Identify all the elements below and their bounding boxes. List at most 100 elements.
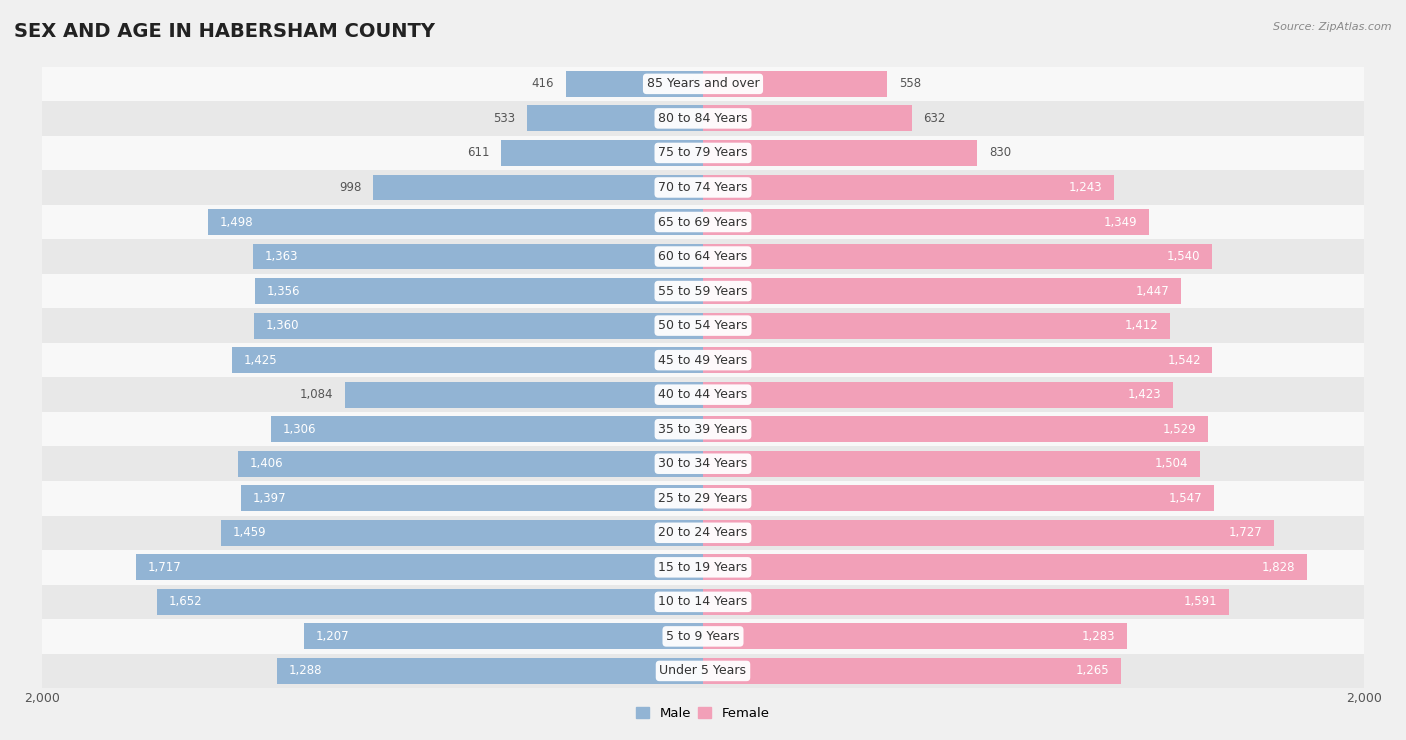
Bar (501, 140, 703, 166)
Text: 1,412: 1,412 (1125, 319, 1159, 332)
Text: 1,547: 1,547 (1168, 492, 1202, 505)
Bar (42, 239, 1364, 274)
Text: 1,397: 1,397 (253, 492, 287, 505)
Bar (42, 170, 1364, 205)
Bar (42, 343, 1364, 377)
Text: 1,288: 1,288 (290, 665, 322, 677)
Text: 2,000: 2,000 (24, 693, 60, 705)
Bar (42, 135, 1364, 170)
Bar (208, 209, 703, 235)
Text: Under 5 Years: Under 5 Years (659, 665, 747, 677)
Text: 1,540: 1,540 (1167, 250, 1201, 263)
Text: 533: 533 (494, 112, 516, 125)
Text: 1,717: 1,717 (148, 561, 181, 574)
Text: 632: 632 (924, 112, 946, 125)
Text: 558: 558 (898, 78, 921, 90)
Text: 1,459: 1,459 (232, 526, 266, 539)
Text: 1,447: 1,447 (1136, 285, 1170, 297)
Bar (703, 451, 1199, 477)
Text: 830: 830 (988, 147, 1011, 159)
Text: 10 to 14 Years: 10 to 14 Years (658, 596, 748, 608)
Bar (703, 520, 1274, 546)
Text: 1,828: 1,828 (1263, 561, 1295, 574)
Text: 50 to 54 Years: 50 to 54 Years (658, 319, 748, 332)
Bar (239, 451, 703, 477)
Text: 1,591: 1,591 (1184, 596, 1218, 608)
Text: 1,406: 1,406 (250, 457, 284, 470)
Bar (232, 347, 703, 373)
Bar (242, 485, 703, 511)
Text: 1,363: 1,363 (264, 250, 298, 263)
Bar (703, 243, 1212, 269)
Text: 65 to 69 Years: 65 to 69 Years (658, 215, 748, 229)
Text: 80 to 84 Years: 80 to 84 Years (658, 112, 748, 125)
Bar (703, 175, 1114, 201)
Bar (42, 205, 1364, 239)
Text: 85 Years and over: 85 Years and over (647, 78, 759, 90)
Bar (703, 313, 1170, 339)
Bar (703, 554, 1308, 580)
Text: 45 to 49 Years: 45 to 49 Years (658, 354, 748, 366)
Text: 1,542: 1,542 (1167, 354, 1201, 366)
Text: 2,000: 2,000 (1346, 693, 1382, 705)
Text: 1,349: 1,349 (1104, 215, 1137, 229)
Bar (373, 175, 703, 201)
Text: Source: ZipAtlas.com: Source: ZipAtlas.com (1274, 22, 1392, 33)
Bar (703, 106, 912, 132)
Bar (42, 67, 1364, 101)
Bar (42, 446, 1364, 481)
Bar (703, 416, 1208, 443)
Bar (42, 412, 1364, 446)
Text: 75 to 79 Years: 75 to 79 Years (658, 147, 748, 159)
Text: 5 to 9 Years: 5 to 9 Years (666, 630, 740, 643)
Bar (703, 71, 887, 97)
Bar (42, 550, 1364, 585)
Bar (703, 485, 1215, 511)
Text: 1,265: 1,265 (1076, 665, 1109, 677)
Text: 1,360: 1,360 (266, 319, 298, 332)
Legend: Male, Female: Male, Female (631, 702, 775, 725)
Text: SEX AND AGE IN HABERSHAM COUNTY: SEX AND AGE IN HABERSHAM COUNTY (14, 22, 434, 41)
Text: 40 to 44 Years: 40 to 44 Years (658, 388, 748, 401)
Bar (703, 209, 1149, 235)
Text: 1,529: 1,529 (1163, 423, 1197, 436)
Bar (527, 106, 703, 132)
Text: 1,652: 1,652 (169, 596, 202, 608)
Bar (253, 313, 703, 339)
Bar (703, 278, 1181, 304)
Text: 1,283: 1,283 (1081, 630, 1115, 643)
Text: 20 to 24 Years: 20 to 24 Years (658, 526, 748, 539)
Text: 1,306: 1,306 (283, 423, 316, 436)
Text: 416: 416 (531, 78, 554, 90)
Bar (703, 140, 977, 166)
Text: 25 to 29 Years: 25 to 29 Years (658, 492, 748, 505)
Bar (136, 554, 703, 580)
Bar (42, 516, 1364, 550)
Bar (271, 416, 703, 443)
Bar (42, 653, 1364, 688)
Text: 60 to 64 Years: 60 to 64 Years (658, 250, 748, 263)
Bar (253, 243, 703, 269)
Text: 1,498: 1,498 (219, 215, 253, 229)
Bar (703, 589, 1229, 615)
Bar (221, 520, 703, 546)
Text: 1,084: 1,084 (299, 388, 333, 401)
Bar (42, 585, 1364, 619)
Text: 1,207: 1,207 (316, 630, 349, 643)
Text: 55 to 59 Years: 55 to 59 Years (658, 285, 748, 297)
Text: 1,727: 1,727 (1229, 526, 1263, 539)
Text: 611: 611 (467, 147, 489, 159)
Text: 70 to 74 Years: 70 to 74 Years (658, 181, 748, 194)
Text: 1,504: 1,504 (1154, 457, 1188, 470)
Text: 30 to 34 Years: 30 to 34 Years (658, 457, 748, 470)
Text: 998: 998 (339, 181, 361, 194)
Bar (703, 658, 1121, 684)
Bar (304, 623, 703, 650)
Bar (344, 382, 703, 408)
Bar (42, 377, 1364, 412)
Text: 1,356: 1,356 (267, 285, 299, 297)
Bar (42, 309, 1364, 343)
Text: 1,425: 1,425 (243, 354, 277, 366)
Bar (277, 658, 703, 684)
Bar (703, 623, 1128, 650)
